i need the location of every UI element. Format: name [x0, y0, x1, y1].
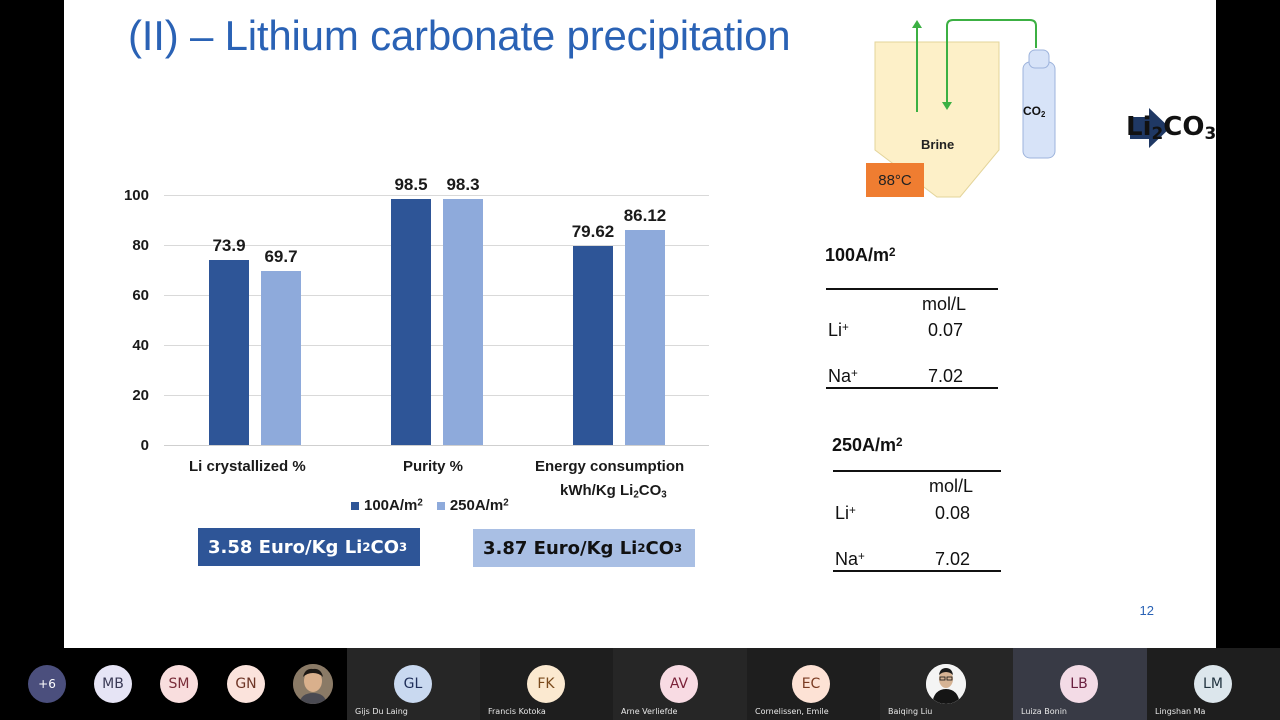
more-participants-button[interactable]: +6 — [28, 665, 66, 703]
ion-label: Na+ — [835, 549, 865, 569]
legend-label: 100A/m2 — [364, 497, 423, 514]
participants-bar: +6 MB SM GN GL Gijs Du Laing FK Francis … — [0, 648, 1280, 720]
gridline — [164, 195, 709, 196]
bar-value-label: 69.7 — [264, 247, 298, 266]
bar-100-purity — [391, 199, 431, 445]
participant-photo[interactable] — [293, 664, 333, 704]
participant-avatar: EC — [792, 665, 830, 703]
table-rule-top — [833, 470, 1001, 472]
unit-header: mol/L — [922, 294, 967, 314]
bar-100-energy — [573, 246, 613, 445]
bar-value-label: 73.9 — [212, 236, 246, 255]
participant-avatar: LM — [1194, 665, 1232, 703]
table-rule-top — [826, 288, 998, 290]
cost-box-100: 3.58 Euro/Kg Li 2 CO 3 — [198, 528, 420, 566]
participant-tile[interactable]: FK Francis Kotoka — [480, 648, 613, 720]
gridline — [164, 245, 709, 246]
gridline — [164, 345, 709, 346]
gridline — [164, 395, 709, 396]
slide-page-number: 12 — [1139, 603, 1154, 618]
category-label-li-crystallized: Li crystallized % — [189, 458, 306, 475]
subscript: 2 — [633, 489, 639, 501]
bar-value-label: 86.12 — [623, 206, 667, 225]
participant-name: Gijs Du Laing — [355, 707, 408, 716]
participant-tile[interactable]: EC Cornelissen, Emile — [747, 648, 880, 720]
y-tick: 20 — [132, 387, 149, 404]
table-rule-bottom — [833, 570, 1001, 572]
unit-text: kWh/Kg Li — [560, 482, 634, 499]
legend-item-100: 100A/m2 — [351, 497, 423, 514]
ion-value: 0.07 — [928, 320, 964, 340]
table-rule-bottom — [826, 387, 998, 389]
ion-label: Na+ — [828, 366, 858, 386]
legend-label: 250A/m2 — [449, 497, 509, 514]
temperature-badge: 88°C — [866, 163, 924, 197]
person-photo-icon — [293, 664, 333, 704]
legend-swatch — [436, 501, 445, 510]
participant-name: Lingshan Ma — [1155, 707, 1206, 716]
y-tick: 80 — [132, 237, 149, 254]
ion-label: Li+ — [835, 503, 856, 523]
participant-avatar[interactable]: MB — [94, 665, 132, 703]
participant-photo — [926, 664, 966, 704]
product-label: Li2CO3 — [1126, 112, 1216, 144]
process-diagram: CO2 Brine 88°C Li2CO3 — [864, 0, 1216, 210]
gridline — [164, 445, 709, 446]
bar-value-label: 98.5 — [394, 175, 428, 194]
gridline — [164, 295, 709, 296]
participant-name: Arne Verliefde — [621, 707, 678, 716]
participant-name: Luiza Bonin — [1021, 707, 1067, 716]
participant-tile[interactable]: AV Arne Verliefde — [613, 648, 747, 720]
unit-header: mol/L — [929, 476, 974, 496]
slide-title: (II) – Lithium carbonate precipitation — [128, 12, 791, 59]
y-tick: 100 — [123, 187, 149, 204]
legend-item-250: 250A/m2 — [436, 497, 509, 514]
participant-avatar: LB — [1060, 665, 1098, 703]
participant-avatar: AV — [660, 665, 698, 703]
participant-tile-active[interactable]: LB Luiza Bonin — [1013, 648, 1147, 720]
y-tick: 40 — [132, 337, 149, 354]
participant-avatar: GL — [394, 665, 432, 703]
subscript: 3 — [661, 489, 667, 501]
concentration-table-250: 250A/m2 mol/L Li+ 0.08 Na+ 7.02 — [831, 427, 1031, 587]
ion-value: 7.02 — [928, 366, 964, 386]
bar-value-label: 98.3 — [446, 175, 480, 194]
table-header: 100A/m2 — [825, 245, 896, 265]
table-header: 250A/m2 — [832, 435, 903, 455]
presentation-slide: (II) – Lithium carbonate precipitation 0… — [64, 0, 1216, 648]
category-label-energy: Energy consumption — [535, 458, 685, 475]
ion-value: 0.08 — [935, 503, 971, 523]
ion-value: 7.02 — [935, 549, 971, 569]
category-label-purity: Purity % — [403, 458, 464, 475]
unit-text: CO — [638, 482, 662, 499]
y-tick: 60 — [132, 287, 149, 304]
precipitation-vessel-icon — [874, 19, 1170, 198]
participant-tile[interactable]: LM Lingshan Ma — [1147, 648, 1280, 720]
participant-avatar[interactable]: SM — [160, 665, 198, 703]
participant-tile[interactable]: GL Gijs Du Laing — [347, 648, 480, 720]
participant-avatar[interactable]: GN — [227, 665, 265, 703]
person-photo-icon — [926, 664, 966, 704]
brine-label: Brine — [921, 137, 955, 152]
y-tick: 0 — [140, 437, 149, 454]
participant-name: Francis Kotoka — [488, 707, 546, 716]
bar-250-purity — [443, 199, 483, 445]
co2-label: CO2 — [1023, 104, 1046, 119]
legend-swatch — [351, 501, 359, 510]
concentration-table-100: 100A/m2 mol/L Li+ 0.07 Na+ 7.02 — [824, 240, 1024, 400]
participant-avatar: FK — [527, 665, 565, 703]
bar-250-energy — [625, 230, 665, 445]
bar-250-li-crystallized — [261, 271, 301, 445]
participant-name: Baiqing Liu — [888, 707, 933, 716]
category-label-energy-unit: kWh/Kg Li2CO3 — [560, 482, 667, 500]
participant-tile[interactable]: Baiqing Liu — [880, 648, 1013, 720]
cost-box-250: 3.87 Euro/Kg Li 2 CO 3 — [473, 529, 695, 567]
bar-100-li-crystallized — [209, 260, 249, 445]
ion-label: Li+ — [828, 320, 849, 340]
chart-legend: 100A/m2 250A/m2 — [351, 497, 517, 514]
bar-chart: 0 20 40 60 80 100 73.9 69.7 98.5 98.3 79… — [64, 0, 764, 520]
bar-value-label: 79.62 — [571, 222, 615, 241]
participant-name: Cornelissen, Emile — [755, 707, 829, 716]
